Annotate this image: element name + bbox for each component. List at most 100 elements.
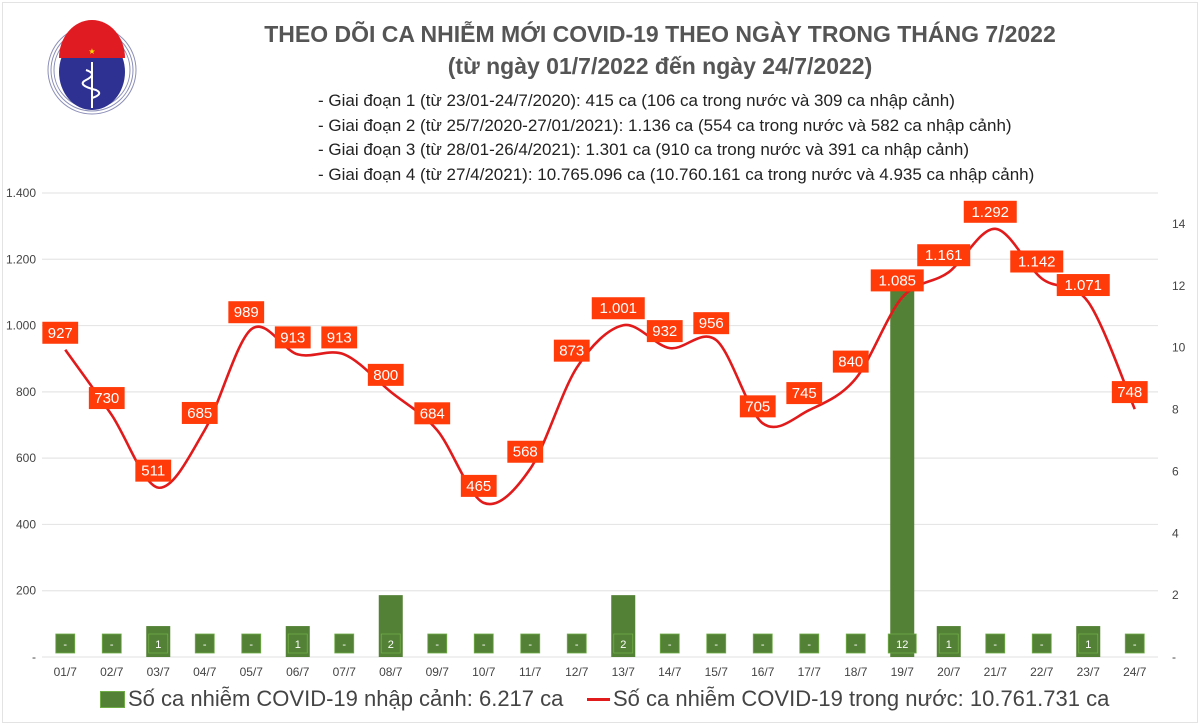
line-domestic — [64, 227, 1136, 506]
right-axis-tick: 4 — [1172, 526, 1179, 540]
bar-label-box — [845, 633, 866, 654]
line-data-label: 511 — [141, 463, 165, 480]
x-axis-tick: 24/7 — [1123, 665, 1147, 679]
bar-label-box — [752, 633, 773, 654]
x-axis-tick: 23/7 — [1077, 665, 1101, 679]
bar-data-label: - — [575, 639, 579, 651]
ministry-of-health-logo: ★ — [47, 20, 137, 115]
bar-label-box — [55, 633, 76, 654]
bar-data-label: 2 — [620, 639, 626, 651]
bar-label-box — [613, 633, 634, 654]
x-axis-tick: 16/7 — [751, 665, 775, 679]
line-data-label: 800 — [373, 367, 398, 384]
bar-label-box — [706, 633, 727, 654]
x-axis-tick: 01/7 — [54, 665, 78, 679]
x-axis-tick: 02/7 — [100, 665, 124, 679]
line-data-label: 913 — [280, 329, 305, 346]
x-axis-tick: 18/7 — [844, 665, 868, 679]
line-data-label: 927 — [48, 325, 73, 342]
bar-data-label: 1 — [155, 639, 161, 651]
phase-notes: - Giai đoạn 1 (từ 23/01-24/7/2020): 415 … — [318, 89, 1034, 187]
right-axis-tick: 14 — [1172, 217, 1186, 231]
x-axis-tick: 06/7 — [286, 665, 310, 679]
bar-data-label: - — [807, 639, 811, 651]
x-axis-tick: 07/7 — [333, 665, 357, 679]
bar-data-label: 1 — [946, 639, 952, 651]
bar-data-label: - — [249, 639, 253, 651]
line-label-box — [1056, 274, 1110, 297]
line-label-box — [414, 402, 451, 425]
x-axis-tick: 11/7 — [519, 665, 542, 679]
x-axis-tick: 13/7 — [612, 665, 636, 679]
line-data-label: 685 — [187, 405, 212, 422]
x-axis-tick: 12/7 — [565, 665, 589, 679]
bar-label-box — [427, 633, 448, 654]
bar-label-box — [334, 633, 355, 654]
right-axis-tick: 12 — [1172, 279, 1186, 293]
line-label-box — [917, 244, 971, 267]
line-label-box — [553, 339, 590, 362]
line-label-box — [135, 459, 172, 482]
bar-label-box — [985, 633, 1006, 654]
bar-data-label: - — [63, 639, 67, 651]
phase-note: - Giai đoạn 3 (từ 28/01-26/4/2021): 1.30… — [318, 140, 970, 159]
title-line-1: THEO DÕI CA NHIỄM MỚI COVID-19 THEO NGÀY… — [264, 21, 1056, 47]
legend-imported: Số ca nhiễm COVID-19 nhập cảnh: 6.217 ca — [100, 686, 563, 712]
bar-label-box — [938, 633, 959, 654]
left-axis-tick: - — [32, 650, 36, 664]
line-data-label: 1.071 — [1064, 277, 1102, 294]
bar-data-label: - — [668, 639, 672, 651]
bar-label-box — [659, 633, 680, 654]
line-label-box — [739, 395, 776, 418]
bar-label-box — [241, 633, 262, 654]
legend-bar-swatch — [100, 690, 125, 708]
line-data-label: 745 — [792, 385, 817, 402]
legend-line-swatch — [587, 697, 610, 701]
line-label-box — [963, 200, 1017, 223]
line-label-box — [460, 474, 497, 497]
svg-text:★: ★ — [88, 47, 95, 56]
bar-label-box — [520, 633, 541, 654]
left-axis-tick: 400 — [16, 517, 36, 531]
bar-data-label: 2 — [388, 639, 394, 651]
x-axis-tick: 15/7 — [705, 665, 729, 679]
line-data-label: 684 — [420, 405, 445, 422]
line-label-box — [1111, 381, 1148, 404]
x-axis-tick: 19/7 — [891, 665, 915, 679]
line-data-label: 989 — [234, 304, 259, 321]
line-data-label: 748 — [1117, 384, 1142, 401]
line-label-box — [88, 387, 125, 410]
line-data-label: 1.161 — [925, 247, 963, 264]
line-data-label: 932 — [652, 323, 677, 340]
x-axis-tick: 14/7 — [658, 665, 682, 679]
line-data-label: 730 — [94, 390, 119, 407]
line-label-box — [321, 326, 358, 349]
line-data-label: 705 — [745, 398, 770, 415]
line-data-label: 568 — [513, 444, 538, 461]
left-axis-tick: 1.400 — [6, 186, 36, 200]
bar-data-label: 1 — [1085, 639, 1091, 651]
legend-domestic: Số ca nhiễm COVID-19 trong nước: 10.761.… — [587, 686, 1109, 712]
legend-imported-label: Số ca nhiễm COVID-19 nhập cảnh: 6.217 ca — [128, 686, 564, 711]
bar-label-box — [1031, 633, 1052, 654]
left-axis-tick: 1.000 — [6, 319, 36, 333]
bar-label-box — [1078, 633, 1099, 654]
phase-note: - Giai đoạn 2 (từ 25/7/2020-27/01/2021):… — [318, 115, 1012, 135]
x-axis-tick: 08/7 — [379, 665, 403, 679]
legend-domestic-label: Số ca nhiễm COVID-19 trong nước: 10.761.… — [613, 686, 1110, 711]
line-data-label: 956 — [699, 315, 724, 332]
line-label-box — [228, 301, 265, 324]
bar-label-box — [101, 633, 122, 654]
bar-label-box — [380, 633, 401, 654]
bar-label-box — [473, 633, 494, 654]
bar-label-box — [148, 633, 169, 654]
line-label-box — [591, 297, 645, 320]
x-axis-tick: 03/7 — [147, 665, 171, 679]
bar-data-label: - — [854, 639, 858, 651]
bar-data-label: - — [714, 639, 718, 651]
bar-label-box — [287, 633, 308, 654]
bar-data-label: - — [761, 639, 765, 651]
bar-data-label: - — [1040, 639, 1044, 651]
bar-label-box — [1124, 633, 1145, 654]
left-axis-tick: 800 — [16, 385, 36, 399]
